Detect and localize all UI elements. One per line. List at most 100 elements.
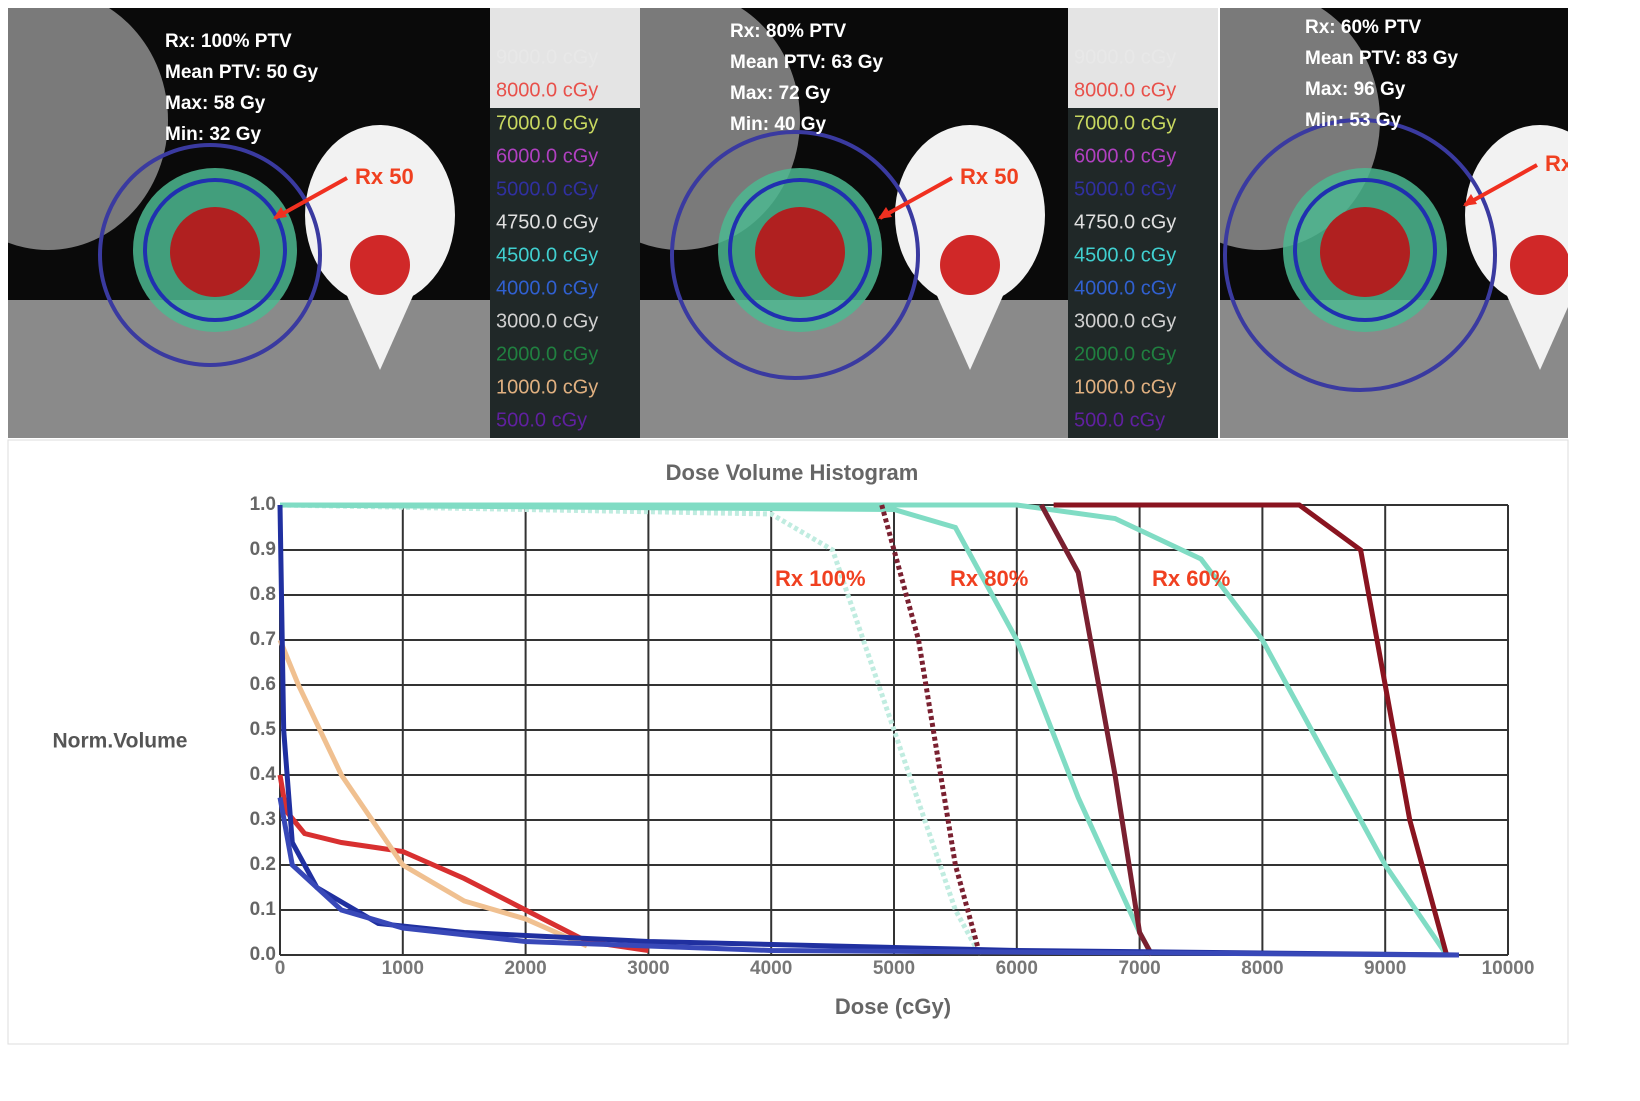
legend-entry: 5000.0 cGy	[496, 178, 598, 200]
isodose-ring	[728, 178, 872, 322]
isodose-outer	[1223, 118, 1497, 392]
legend-entry: 3000.0 cGy	[496, 310, 598, 332]
ct-panel: Rx: 60% PTV Mean PTV: 83 Gy Max: 96 Gy Min:…	[1220, 8, 1604, 438]
legend-entry: 500.0 cGy	[496, 409, 587, 431]
legend-entry: 6000.0 cGy	[496, 145, 598, 167]
isodose-ring	[143, 178, 287, 322]
x-tick-label: 6000	[996, 958, 1038, 979]
legend-entry: 4500.0 cGy	[1074, 244, 1176, 266]
arrow-head	[878, 207, 892, 219]
x-tick-label: 5000	[873, 958, 915, 979]
x-tick-label: 2000	[504, 958, 546, 979]
vertebra	[305, 125, 455, 305]
spinal-cord	[1510, 235, 1568, 295]
dvh-curve	[277, 504, 1459, 958]
legend-entry: 9000.0 cGy	[496, 46, 598, 68]
vertebra-spine	[930, 280, 1010, 370]
dose-annotation: Max: 72 Gy	[730, 83, 831, 104]
dose-annotation: Rx: 60% PTV	[1305, 17, 1421, 38]
y-tick-label: 0.2	[250, 854, 276, 875]
x-tick-label: 0	[275, 958, 286, 979]
x-tick-label: 3000	[627, 958, 669, 979]
legend-entry: 1000.0 cGy	[496, 376, 598, 398]
x-tick-label: 10000	[1482, 958, 1535, 979]
chart-title: Dose Volume Histogram	[666, 460, 919, 485]
arrow	[1464, 163, 1538, 207]
y-tick-label: 0.6	[250, 674, 276, 695]
y-tick-label: 0.0	[250, 944, 276, 965]
isodose-outer	[670, 130, 920, 380]
isodose-outer	[98, 143, 322, 367]
dose-annotation: Min: 53 Gy	[1305, 110, 1402, 131]
vertebra-spine	[1500, 280, 1568, 370]
arrow-label: Rx 50	[355, 164, 414, 189]
legend-bg-light	[1068, 8, 1218, 108]
y-tick-label: 1.0	[250, 494, 276, 515]
dvh-curve	[279, 502, 983, 957]
dvh-curve	[280, 502, 1449, 957]
ct-panel: Rx: 100% PTV Mean PTV: 50 Gy Max: 58 Gy Min…	[8, 8, 490, 438]
tumor	[755, 207, 845, 297]
tumor	[170, 207, 260, 297]
arrow-label: Rx 50	[960, 164, 1019, 189]
arrow	[879, 176, 953, 220]
dose-annotation: Mean PTV: 83 Gy	[1305, 48, 1459, 69]
y-tick-label: 0.7	[250, 629, 276, 650]
isodose-ring	[1293, 178, 1437, 322]
legend-entry: 6000.0 cGy	[1074, 145, 1176, 167]
legend-entry: 8000.0 cGy	[496, 79, 598, 101]
rx-annotation: Rx 80%	[950, 566, 1028, 591]
dvh-curve	[277, 639, 589, 949]
legend-entry: 7000.0 cGy	[1074, 112, 1176, 134]
y-tick-label: 0.5	[250, 719, 277, 740]
dose-annotation: Max: 58 Gy	[165, 93, 266, 114]
y-tick-label: 0.3	[250, 809, 276, 830]
legend-entry: 7000.0 cGy	[496, 112, 598, 134]
dose-annotation: Rx: 80% PTV	[730, 21, 846, 42]
y-axis-label: Norm.Volume	[53, 730, 188, 753]
x-tick-label: 7000	[1118, 958, 1160, 979]
legend-entry: 4750.0 cGy	[496, 211, 598, 233]
legend-entry: 4000.0 cGy	[1074, 277, 1176, 299]
legend-entry: 2000.0 cGy	[1074, 343, 1176, 365]
x-tick-label: 8000	[1241, 958, 1283, 979]
dose-annotation: Mean PTV: 63 Gy	[730, 52, 884, 73]
legend-entry: 8000.0 cGy	[1074, 79, 1176, 101]
dose-annotation: Min: 32 Gy	[165, 124, 262, 145]
spinal-cord	[350, 235, 410, 295]
dvh-curve	[1053, 502, 1450, 956]
x-tick-label: 9000	[1364, 958, 1406, 979]
arrow-head	[273, 207, 287, 219]
spinal-cord	[940, 235, 1000, 295]
legend-entry: 1000.0 cGy	[1074, 376, 1176, 398]
dose-annotation: Min: 40 Gy	[730, 114, 827, 135]
legend-entry: 5000.0 cGy	[1074, 178, 1176, 200]
x-axis-label: Dose (cGy)	[835, 994, 951, 1019]
legend-entry: 3000.0 cGy	[1074, 310, 1176, 332]
x-tick-label: 4000	[750, 958, 792, 979]
vertebra-spine	[340, 280, 420, 370]
y-tick-label: 0.9	[250, 539, 276, 560]
legend-entry: 9000.0 cGy	[1074, 46, 1176, 68]
ct-lung-edge	[8, 8, 168, 250]
rx-annotation: Rx 60%	[1152, 566, 1230, 591]
dose-annotation: Max: 96 Gy	[1305, 79, 1406, 100]
legend-entry: 4000.0 cGy	[496, 277, 598, 299]
tumor	[1320, 207, 1410, 297]
arrow-label: Rx 50	[1545, 151, 1604, 176]
legend-entry: 500.0 cGy	[1074, 409, 1165, 431]
legend-entry: 2000.0 cGy	[496, 343, 598, 365]
legend-entry: 4500.0 cGy	[496, 244, 598, 266]
y-tick-label: 0.8	[250, 584, 276, 605]
arrow	[274, 176, 348, 220]
legend-entry: 4750.0 cGy	[1074, 211, 1176, 233]
y-tick-label: 0.4	[250, 764, 277, 785]
dvh-curve	[879, 504, 983, 956]
ct-panel: Rx: 80% PTV Mean PTV: 63 Gy Max: 72 Gy Min:…	[640, 8, 1068, 438]
dvh-curve	[1039, 503, 1155, 957]
ct-tissue	[640, 300, 1068, 438]
dose-annotation: Rx: 100% PTV	[165, 31, 292, 52]
arrow-head	[1463, 194, 1477, 206]
